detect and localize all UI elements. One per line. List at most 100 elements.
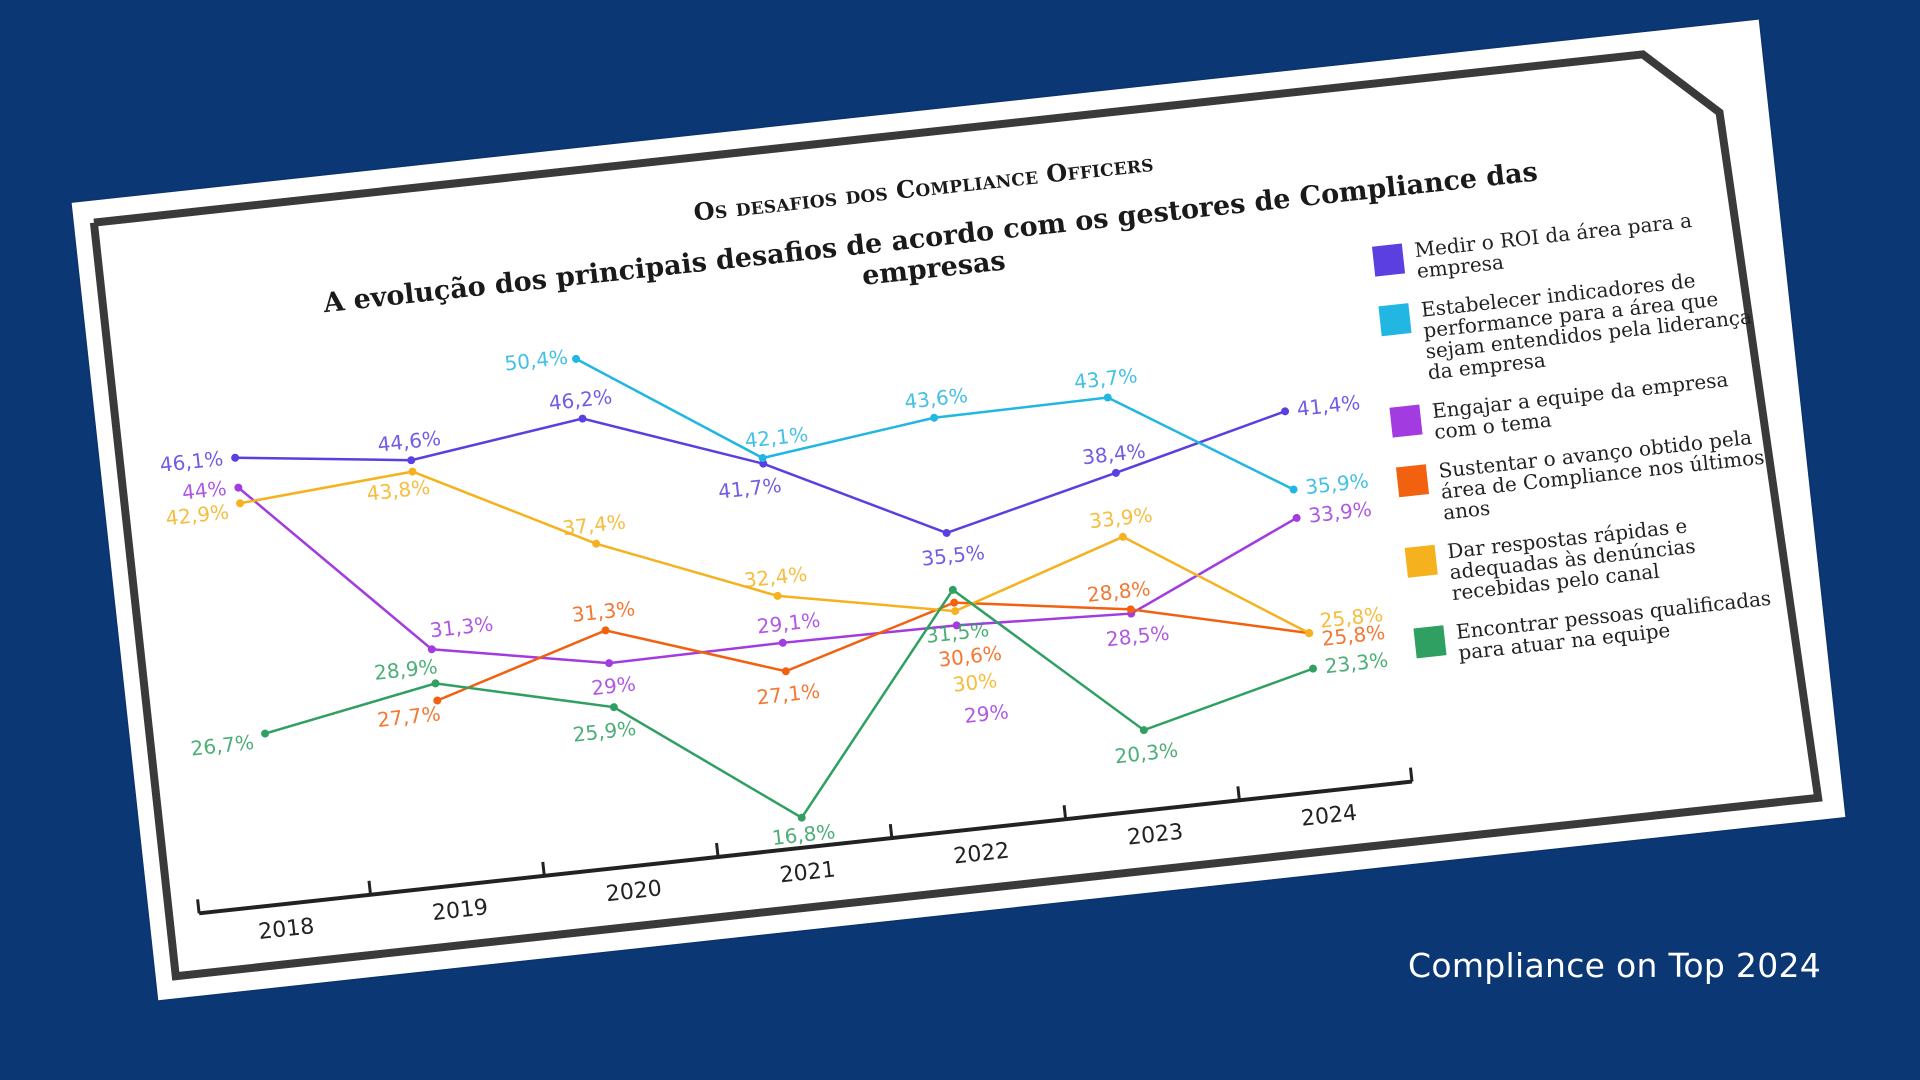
data-label: 29% bbox=[963, 699, 1010, 728]
data-point bbox=[797, 813, 806, 822]
data-label: 27,1% bbox=[755, 679, 821, 710]
data-label: 44% bbox=[181, 476, 228, 505]
series-line bbox=[575, 357, 1295, 491]
data-point bbox=[234, 483, 243, 492]
data-label: 43,6% bbox=[903, 383, 969, 414]
data-point bbox=[1103, 393, 1112, 402]
line-chart: 2018 2019 2020 2021 2022 2023 2024 46,1% 44,6% 4… bbox=[159, 345, 1414, 945]
data-point bbox=[408, 467, 417, 476]
data-label: 44,6% bbox=[376, 426, 442, 457]
x-axis-tick bbox=[1408, 767, 1414, 782]
data-point bbox=[758, 453, 767, 462]
legend-swatch-indicadores bbox=[1378, 303, 1412, 337]
legend-swatch-engajar bbox=[1389, 404, 1423, 438]
data-label: 46,2% bbox=[548, 384, 614, 415]
data-point bbox=[231, 453, 240, 462]
legend-swatch-sustentar bbox=[1395, 464, 1430, 498]
data-label: 35,5% bbox=[920, 540, 986, 571]
data-label: 28,8% bbox=[1086, 576, 1152, 607]
data-point bbox=[431, 679, 440, 688]
x-axis-tick bbox=[541, 861, 546, 876]
data-label: 28,5% bbox=[1105, 621, 1171, 652]
data-label: 29% bbox=[590, 671, 637, 700]
series-line bbox=[436, 601, 1310, 702]
data-point bbox=[1309, 664, 1318, 673]
data-point bbox=[1118, 532, 1127, 541]
data-label: 25,9% bbox=[572, 716, 638, 747]
data-point bbox=[236, 499, 245, 508]
data-point bbox=[572, 354, 581, 363]
data-point bbox=[1289, 485, 1298, 494]
data-label: 29,1% bbox=[756, 608, 822, 639]
x-tick-label: 2024 bbox=[1300, 801, 1358, 832]
data-label: 32,4% bbox=[743, 562, 809, 593]
data-label: 41,7% bbox=[717, 473, 783, 504]
legend-swatch-pessoas bbox=[1413, 625, 1447, 659]
data-point bbox=[605, 659, 614, 668]
data-label: 35,9% bbox=[1304, 468, 1370, 499]
x-axis-tick bbox=[196, 899, 201, 914]
data-label: 37,4% bbox=[561, 509, 627, 540]
data-point bbox=[1292, 513, 1301, 522]
x-axis-tick bbox=[888, 823, 894, 839]
data-label: 23,3% bbox=[1324, 648, 1390, 679]
x-axis-tick bbox=[1062, 805, 1068, 820]
data-point bbox=[609, 703, 618, 712]
data-point bbox=[773, 591, 782, 600]
data-point bbox=[578, 414, 587, 423]
chart-card: Os desafios dos Compliance Officers A ev… bbox=[71, 19, 1846, 1001]
footer-caption: Compliance on Top 2024 bbox=[1408, 946, 1822, 985]
data-point bbox=[1139, 726, 1148, 735]
x-axis-tick bbox=[715, 842, 720, 858]
data-label: 30% bbox=[952, 668, 999, 697]
legend-swatch-respostas bbox=[1404, 544, 1438, 578]
data-point bbox=[942, 528, 951, 537]
x-tick-label: 2022 bbox=[952, 839, 1010, 870]
data-point bbox=[1126, 605, 1135, 614]
data-point bbox=[261, 729, 270, 738]
data-label: 43,7% bbox=[1073, 363, 1139, 394]
x-axis-tick bbox=[1236, 786, 1241, 801]
x-axis: 2018 2019 2020 2021 2022 2023 2024 bbox=[196, 767, 1414, 945]
data-label: 31,3% bbox=[571, 596, 637, 627]
data-point bbox=[1281, 407, 1290, 416]
x-axis-tick bbox=[367, 880, 373, 895]
data-label: 28,9% bbox=[373, 654, 439, 685]
series-layer bbox=[231, 354, 1318, 822]
data-label: 42,9% bbox=[164, 500, 230, 531]
data-point bbox=[948, 585, 957, 594]
data-label: 26,7% bbox=[189, 730, 255, 761]
data-label: 33,9% bbox=[1088, 503, 1154, 534]
x-tick-label: 2021 bbox=[779, 857, 837, 888]
data-point bbox=[1111, 468, 1120, 477]
data-point bbox=[407, 456, 416, 465]
data-point bbox=[592, 539, 601, 548]
data-point bbox=[778, 638, 787, 647]
data-label: 20,3% bbox=[1113, 738, 1179, 769]
data-labels: 46,1%44,6%46,2%41,7%35,5%38,4%41,4%50,4%… bbox=[159, 345, 1390, 850]
data-label: 50,4% bbox=[503, 345, 569, 376]
data-point bbox=[781, 667, 790, 676]
data-point bbox=[951, 607, 960, 616]
data-point bbox=[952, 621, 961, 630]
data-label: 46,1% bbox=[159, 446, 225, 477]
legend-swatch-roi bbox=[1371, 243, 1406, 277]
x-tick-label: 2019 bbox=[431, 895, 489, 926]
data-label: 31,3% bbox=[429, 612, 495, 643]
x-axis-line bbox=[198, 779, 1413, 916]
data-point bbox=[950, 598, 959, 607]
legend-label: Estabelecer indicadores de performance p… bbox=[1419, 268, 1753, 385]
x-tick-label: 2020 bbox=[605, 876, 663, 907]
data-point bbox=[1305, 629, 1314, 638]
data-label: 41,4% bbox=[1296, 390, 1362, 421]
data-label: 27,7% bbox=[376, 701, 442, 732]
legend: Medir o ROI da área para a empresa Estab… bbox=[1371, 204, 1798, 686]
data-point bbox=[433, 696, 442, 705]
data-point bbox=[427, 645, 436, 654]
x-tick-label: 2023 bbox=[1126, 820, 1184, 851]
x-tick-label: 2018 bbox=[257, 914, 315, 945]
data-point bbox=[930, 413, 939, 422]
data-point bbox=[601, 626, 610, 635]
legend-label: Sustentar o avanço obtido pela área de C… bbox=[1437, 424, 1766, 525]
data-label: 33,9% bbox=[1307, 497, 1373, 528]
